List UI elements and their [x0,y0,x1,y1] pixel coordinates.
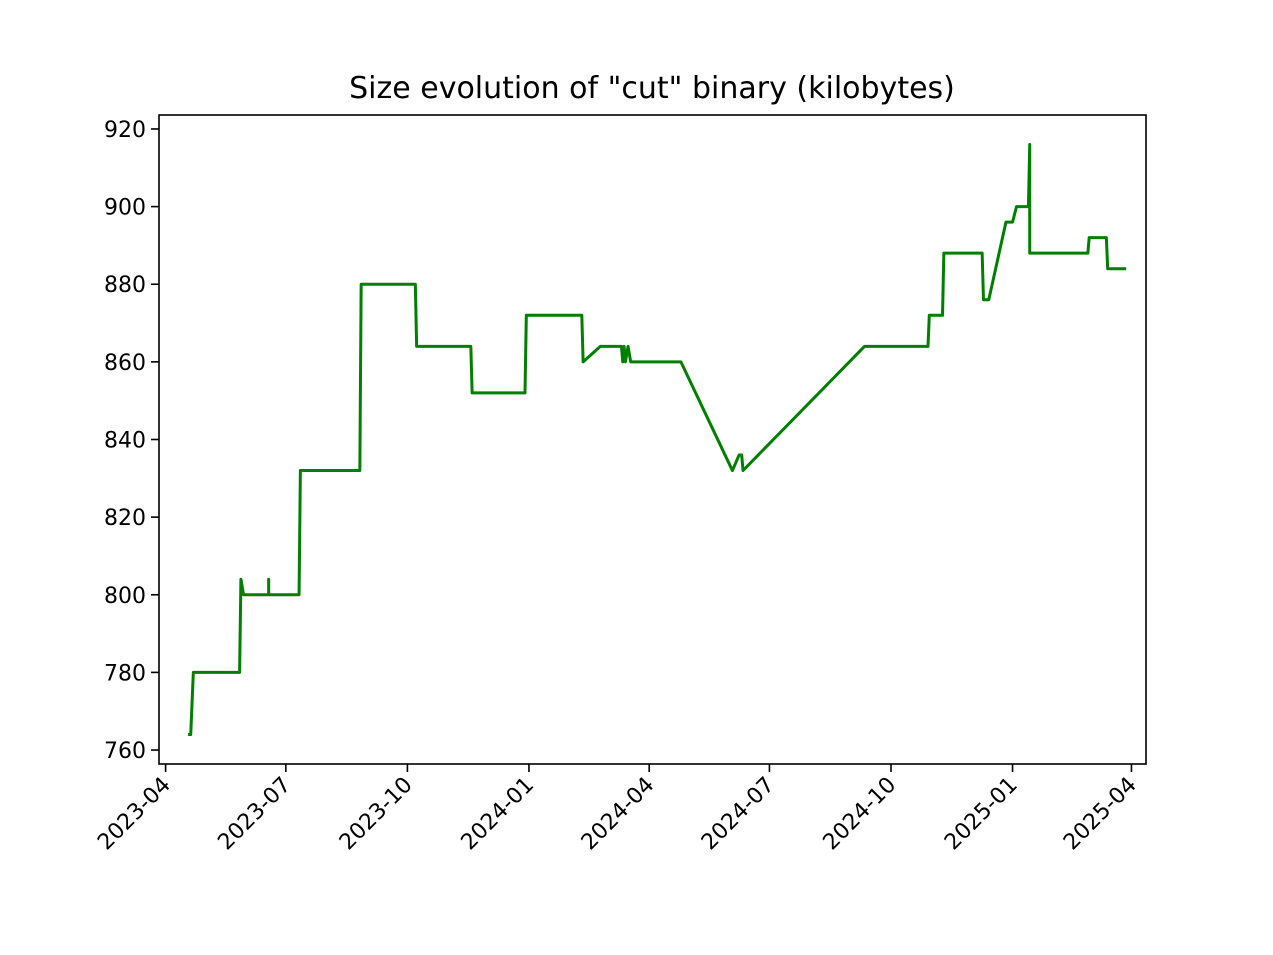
y-tick-label-5: 860 [104,351,146,376]
y-axis: 760 780 800 820 840 860 880 900 920 [104,118,159,764]
series-layer [188,143,1127,736]
y-tick-label-1: 780 [104,661,146,686]
y-tick-label-2: 800 [104,584,146,609]
chart-title: Size evolution of "cut" binary (kilobyte… [349,71,955,106]
y-tick-label-7: 900 [104,196,146,221]
y-tick-label-8: 920 [104,118,146,143]
series-line-0 [188,143,1127,736]
y-tick-label-4: 840 [104,429,146,454]
y-tick-label-6: 880 [104,273,146,298]
y-tick-label-0: 760 [104,739,146,764]
y-tick-label-3: 820 [104,506,146,531]
